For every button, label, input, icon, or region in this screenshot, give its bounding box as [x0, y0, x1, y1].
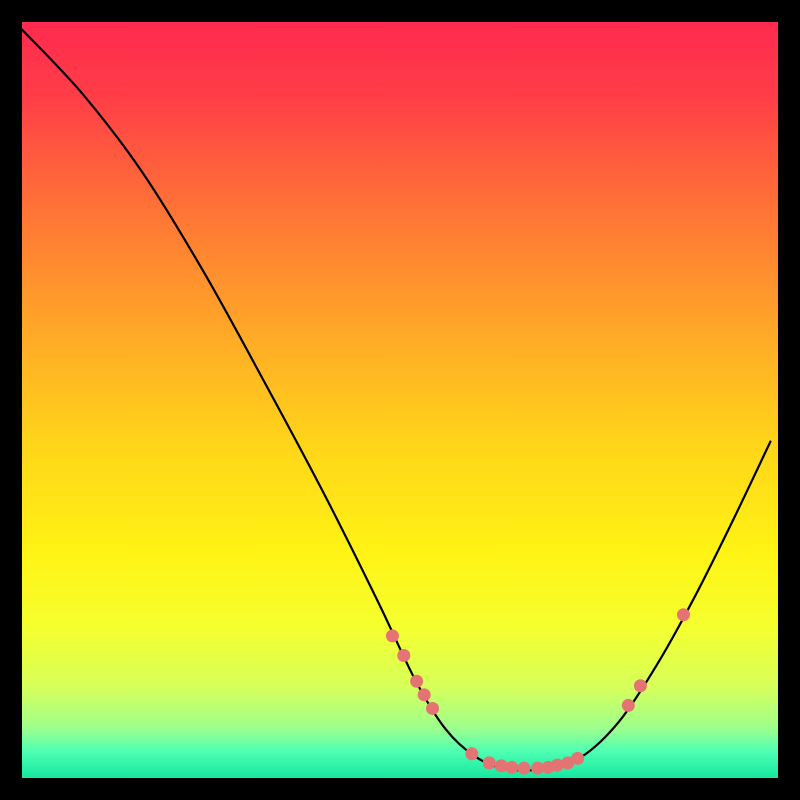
scatter-marker — [677, 608, 690, 621]
plot-background — [22, 22, 778, 778]
scatter-marker — [483, 756, 496, 769]
scatter-marker — [418, 688, 431, 701]
scatter-marker — [397, 649, 410, 662]
scatter-marker — [622, 699, 635, 712]
scatter-marker — [410, 675, 423, 688]
scatter-marker — [426, 702, 439, 715]
scatter-marker — [386, 629, 399, 642]
scatter-marker — [517, 762, 530, 775]
bottleneck-curve-plot — [0, 0, 800, 800]
chart-container: TheBottleNecker.com — [0, 0, 800, 800]
scatter-marker — [465, 747, 478, 760]
scatter-marker — [634, 679, 647, 692]
scatter-marker — [571, 752, 584, 765]
scatter-marker — [505, 761, 518, 774]
